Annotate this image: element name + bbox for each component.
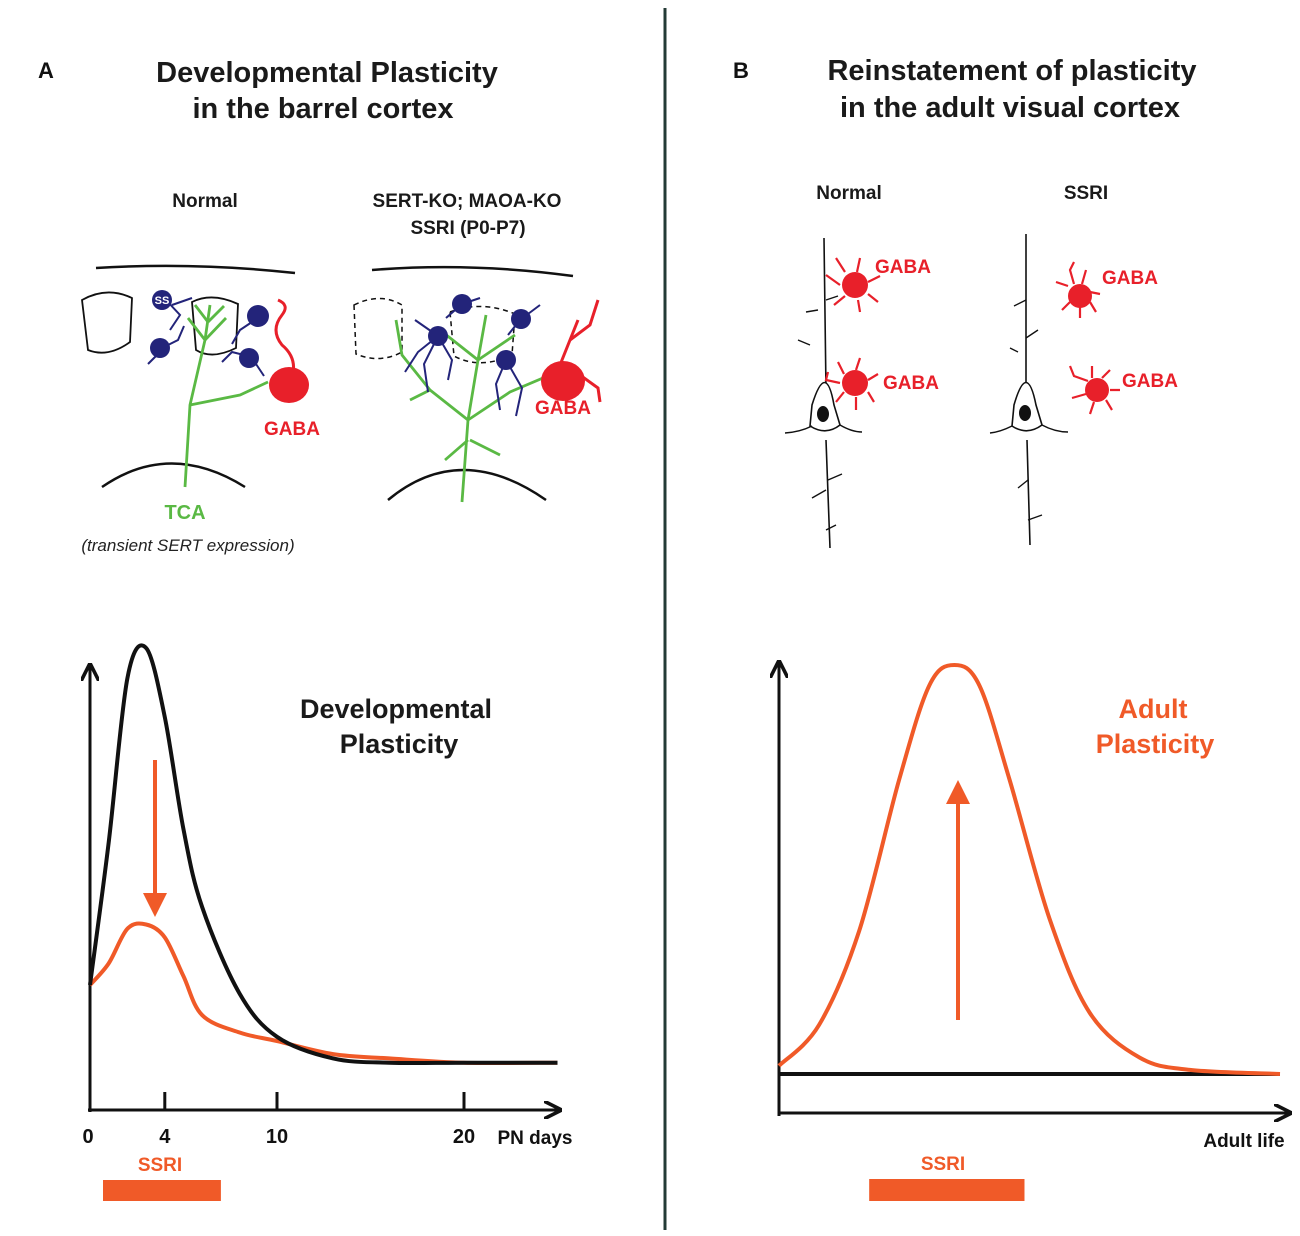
x-tick-label: 4 <box>159 1126 171 1148</box>
gaba-neuron <box>269 367 309 403</box>
x-tick-label: 0 <box>82 1126 93 1148</box>
gaba-label: GABA <box>875 257 931 278</box>
gaba-interneuron <box>1085 378 1109 402</box>
pyramidal-nucleus <box>1019 405 1031 421</box>
visual-ssri-diagram: GABA GABA <box>989 234 1178 546</box>
barrel-normal-diagram: SS GABA TCA (transient SERT expression) <box>81 264 320 555</box>
chart-a-axis-unit: PN days <box>498 1128 573 1149</box>
panel-a-letter: A <box>38 58 54 83</box>
chart-b: Adult Plasticity Adult life SSRI <box>778 662 1290 1201</box>
gaba-neuron <box>541 361 585 401</box>
chart-b-label-line1: Adult <box>1119 694 1188 724</box>
pyramidal-dendrite <box>1025 234 1031 546</box>
ss-label: SS <box>155 295 170 307</box>
x-tick-label: 20 <box>453 1126 475 1148</box>
barrel-ko-label-line1: SERT-KO; MAOA-KO <box>373 191 562 212</box>
gaba-dendrite <box>274 298 296 384</box>
barrel-ko-label-line2: SSRI (P0-P7) <box>410 218 525 239</box>
ss-neuron <box>152 290 172 310</box>
barrel-outline-dashed <box>353 297 403 360</box>
panel-b-title-line2: in the adult visual cortex <box>840 92 1180 124</box>
panel-b-title-line1: Reinstatement of plasticity <box>827 55 1196 87</box>
gaba-label: GABA <box>264 419 320 440</box>
curve-normal <box>88 643 558 1066</box>
pyramidal-dendrite <box>823 237 831 549</box>
gaba-label: GABA <box>1102 268 1158 289</box>
tca-note: (transient SERT expression) <box>81 536 294 555</box>
ss-neuron <box>247 305 269 327</box>
x-tick-label: 10 <box>266 1126 288 1148</box>
gaba-label: GABA <box>883 373 939 394</box>
chart-a-label-line1: Developmental <box>300 694 492 724</box>
chart-b-axis-label: Adult life <box>1203 1131 1284 1152</box>
panel-a-title-line1: Developmental Plasticity <box>156 57 498 89</box>
gaba-interneuron <box>1068 284 1092 308</box>
chart-a: 0 4 10 20 Developmental Plasticity PN days … <box>82 643 573 1201</box>
ss-neuron <box>452 294 472 314</box>
ssri-treatment-bar <box>103 1180 221 1201</box>
gaba-label: GABA <box>535 398 591 419</box>
gaba-interneuron <box>842 272 868 298</box>
pyramidal-nucleus <box>817 406 829 422</box>
chart-b-ssri-label: SSRI <box>921 1154 965 1175</box>
barrel-outline <box>81 291 133 354</box>
ss-neuron <box>239 348 259 368</box>
gaba-interneuron <box>1055 261 1120 415</box>
ssri-treatment-bar <box>869 1179 1025 1201</box>
ss-neuron <box>496 350 516 370</box>
pia-line <box>371 265 574 278</box>
gaba-interneuron <box>824 257 881 410</box>
gaba-dendrites <box>558 299 602 403</box>
tca-label: TCA <box>164 502 205 524</box>
panel-b-letter: B <box>733 58 749 83</box>
gaba-label: GABA <box>1122 371 1178 392</box>
panel-a-title-line2: in the barrel cortex <box>192 93 453 125</box>
ss-neuron <box>511 309 531 329</box>
white-matter-arc <box>387 468 547 502</box>
chart-a-ssri-label: SSRI <box>138 1155 182 1176</box>
visual-ssri-label: SSRI <box>1064 183 1108 204</box>
barrel-outline <box>191 296 239 356</box>
barrel-normal-label: Normal <box>172 191 237 212</box>
ss-neuron <box>150 338 170 358</box>
white-matter-arc <box>101 462 246 489</box>
barrel-ko-diagram: GABA <box>353 265 602 503</box>
pia-line <box>95 264 296 275</box>
curve-ssri <box>777 662 1281 1076</box>
visual-normal-label: Normal <box>816 183 881 204</box>
ss-neuron <box>428 326 448 346</box>
visual-normal-diagram: GABA GABA <box>784 237 939 549</box>
tca-axon <box>183 304 269 488</box>
chart-a-label-line2: Plasticity <box>340 729 459 759</box>
gaba-interneuron <box>842 370 868 396</box>
chart-b-label-line2: Plasticity <box>1096 729 1215 759</box>
curve-ssri <box>88 921 558 1066</box>
tca-axon-spread <box>394 314 551 503</box>
